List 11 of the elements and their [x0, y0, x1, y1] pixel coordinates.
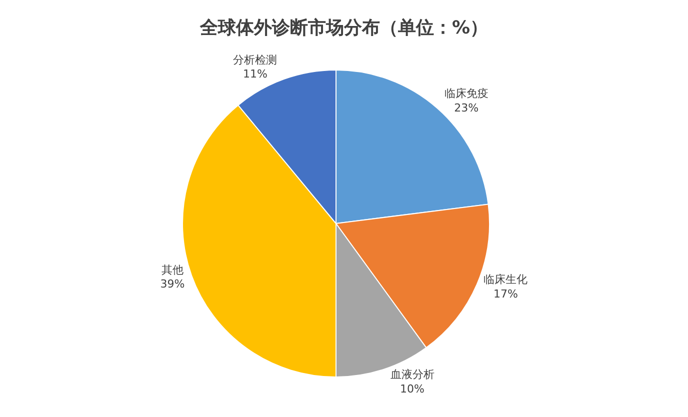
- chart-title: 全球体外诊断市场分布（单位：%）: [198, 17, 488, 38]
- slice-label: 血液分析: [390, 368, 434, 382]
- slice-label: 分析检测: [233, 53, 278, 66]
- data-label: 39%: [160, 278, 185, 291]
- data-label: 11%: [242, 68, 268, 81]
- slice-label: 临床生化: [484, 272, 528, 286]
- data-label: 10%: [400, 382, 424, 396]
- data-label: 23%: [454, 101, 479, 114]
- slice-label: 其他: [162, 263, 184, 276]
- data-label: 17%: [493, 287, 518, 300]
- slice-label: 临床免疫: [444, 87, 488, 100]
